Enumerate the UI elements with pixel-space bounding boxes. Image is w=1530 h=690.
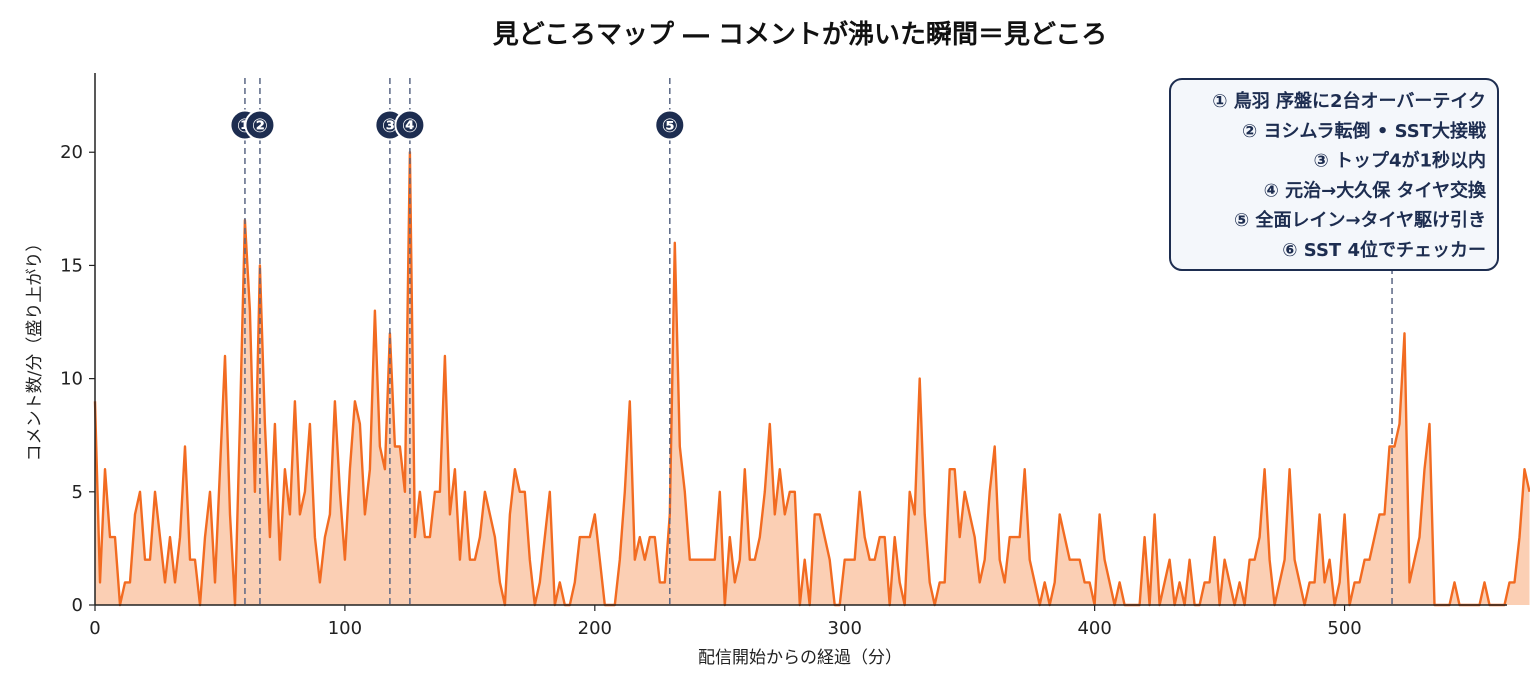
chart-title: 見どころマップ ― コメントが沸いた瞬間＝見どころ <box>493 19 1108 50</box>
highlight-marker-label: ② <box>252 115 268 137</box>
comment-area-fill <box>95 152 1530 605</box>
highlight-marker-label: ③ <box>382 115 398 137</box>
legend-item-1: ① 鳥羽 序盤に2台オーバーテイク <box>1212 90 1486 112</box>
highlight-marker-circle <box>654 109 686 141</box>
y-tick-label: 5 <box>72 482 83 503</box>
plot-area: 010020030040050005101520①②③④⑤⑥ <box>60 73 1530 639</box>
legend-box <box>1169 78 1499 271</box>
y-tick-label: 15 <box>60 255 83 276</box>
x-tick-label: 300 <box>828 618 862 639</box>
legend-item-3: ③ トップ4が1秒以内 <box>1313 150 1486 172</box>
y-tick-label: 0 <box>72 595 83 616</box>
legend-item-5: ⑤ 全面レイン→タイヤ駆け引き <box>1234 209 1486 231</box>
highlight-marker-circle <box>394 109 426 141</box>
legend-item-2: ② ヨシムラ転倒 • SST大接戦 <box>1242 120 1487 142</box>
x-tick-label: 200 <box>578 618 612 639</box>
legend-items: ① 鳥羽 序盤に2台オーバーテイク ② ヨシムラ転倒 • SST大接戦 ③ トップ4… <box>1212 90 1487 261</box>
highlight-marker-4: ④ <box>394 109 426 141</box>
x-tick-label: 0 <box>89 618 100 639</box>
highlight-marker-circle <box>244 109 276 141</box>
comment-count-line <box>93 150 1530 607</box>
highlight-marker-2: ② <box>244 109 276 141</box>
y-tick-label: 10 <box>60 369 83 390</box>
x-tick-label: 400 <box>1077 618 1111 639</box>
legend-item-6: ⑥ SST 4位でチェッカー <box>1282 239 1486 261</box>
x-axis-label: 配信開始からの経過（分） <box>698 648 902 668</box>
y-tick-label: 20 <box>60 142 83 163</box>
highlight-marker-label: ⑤ <box>662 115 678 137</box>
x-tick-label: 500 <box>1327 618 1361 639</box>
highlight-legend: ① 鳥羽 序盤に2台オーバーテイク ② ヨシムラ転倒 • SST大接戦 ③ トップ4… <box>1169 78 1499 271</box>
highlight-marker-label: ④ <box>402 115 418 137</box>
legend-item-4: ④ 元治→大久保 タイヤ交換 <box>1264 179 1487 201</box>
y-axis-label: コメント数/分（盛り上がり） <box>25 235 45 462</box>
highlight-marker-5: ⑤ <box>654 109 686 141</box>
x-tick-label: 100 <box>328 618 362 639</box>
